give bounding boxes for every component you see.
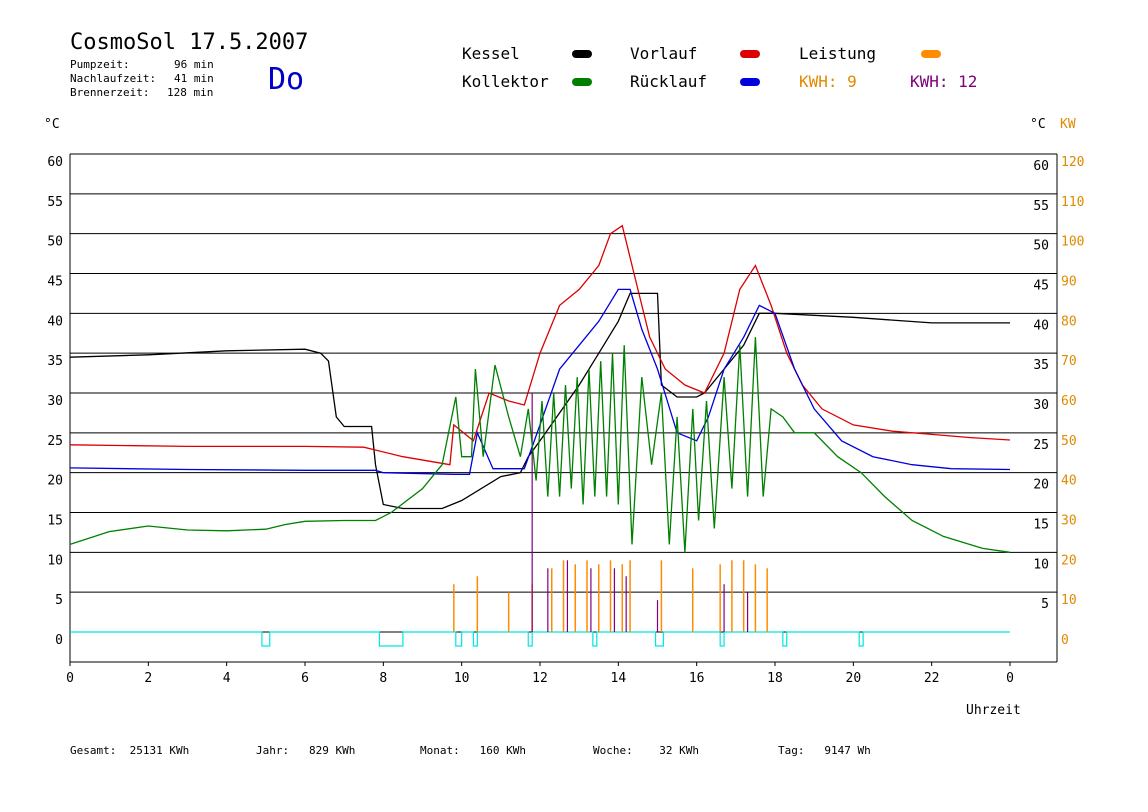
pump-status-line xyxy=(70,631,1010,647)
y-tick-label: 55 xyxy=(47,195,63,210)
y-tick-label: 50 xyxy=(47,235,63,250)
legend-leistung-swatch xyxy=(921,50,941,58)
footer-monat: Monat: 160 KWh xyxy=(420,744,526,757)
y-axis-title-left: °C xyxy=(44,117,60,132)
series-rcklauf-line xyxy=(69,288,1011,475)
y-kw-tick-label: 0 xyxy=(1061,633,1069,648)
x-tick-label: 2 xyxy=(144,671,152,686)
y-right-tick-label: 15 xyxy=(1033,518,1049,533)
y-kw-tick-label: 20 xyxy=(1061,553,1077,568)
y-tick-label: 60 xyxy=(47,155,63,170)
y-kw-tick-label: 110 xyxy=(1061,195,1084,210)
y-kw-tick-label: 30 xyxy=(1061,514,1077,529)
footer-tag: Tag: 9147 Wh xyxy=(778,744,871,757)
y-tick-label: 40 xyxy=(47,314,63,329)
y-right-tick-label: 10 xyxy=(1033,557,1049,572)
y-tick-label: 25 xyxy=(47,434,63,449)
y-kw-tick-label: 40 xyxy=(1061,474,1077,489)
y-tick-label: 15 xyxy=(47,514,63,529)
legend-ruecklauf-swatch xyxy=(740,78,760,86)
y-right-tick-label: 50 xyxy=(1033,239,1049,254)
y-right-tick-label: 5 xyxy=(1041,597,1049,612)
nachlaufzeit-label: Nachlaufzeit: xyxy=(70,72,157,85)
y-tick-label: 45 xyxy=(47,275,63,290)
legend-kwh1: KWH: 9 xyxy=(799,72,857,91)
y-kw-tick-label: 60 xyxy=(1061,394,1077,409)
y-tick-label: 30 xyxy=(47,394,63,409)
footer-jahr: Jahr: 829 KWh xyxy=(256,744,356,757)
footer-gesamt: Gesamt: 25131 KWh xyxy=(70,744,190,757)
legend-kwh2: KWH: 12 xyxy=(910,72,978,91)
y-tick-label: 0 xyxy=(55,633,63,648)
y-kw-tick-label: 90 xyxy=(1061,275,1077,290)
y-right-tick-label: 30 xyxy=(1033,398,1049,413)
x-tick-label: 16 xyxy=(689,671,705,686)
brennerzeit-label: Brennerzeit: xyxy=(70,86,150,99)
legend-vorlauf-label: Vorlauf xyxy=(630,44,698,63)
series-kessel-line xyxy=(69,292,1010,510)
y-right-tick-label: 60 xyxy=(1033,159,1049,174)
y-tick-label: 35 xyxy=(47,354,63,369)
y-right-tick-label: 25 xyxy=(1033,438,1049,453)
brennerzeit-value: 128 min xyxy=(167,86,214,99)
y-tick-label: 5 xyxy=(55,593,63,608)
y-kw-tick-label: 10 xyxy=(1061,593,1077,608)
x-tick-label: 6 xyxy=(301,671,309,686)
legend-kollektor-label: Kollektor xyxy=(462,72,549,91)
y-right-tick-label: 40 xyxy=(1033,318,1049,333)
y-kw-tick-label: 50 xyxy=(1061,434,1077,449)
y-right-tick-label: 45 xyxy=(1033,279,1049,294)
x-axis-title: Uhrzeit xyxy=(966,703,1021,718)
y-tick-label: 20 xyxy=(47,474,63,489)
footer-woche: Woche: 32 KWh xyxy=(593,744,699,757)
x-tick-label: 0 xyxy=(66,671,74,686)
pumpzeit-value: 96 min xyxy=(174,58,214,71)
x-tick-label: 8 xyxy=(379,671,387,686)
nachlaufzeit-value: 41 min xyxy=(174,72,214,85)
pumpzeit-label: Pumpzeit: xyxy=(70,58,130,71)
y-kw-tick-label: 70 xyxy=(1061,354,1077,369)
legend-kessel-swatch xyxy=(572,50,592,58)
y-kw-tick-label: 100 xyxy=(1061,235,1084,250)
x-tick-label: 12 xyxy=(532,671,548,686)
y-axis-title-right: °C xyxy=(1030,117,1046,132)
legend-ruecklauf-label: Rücklauf xyxy=(630,72,708,91)
legend-kessel-label: Kessel xyxy=(462,44,520,63)
legend-vorlauf-swatch xyxy=(740,50,760,58)
x-tick-label: 18 xyxy=(767,671,783,686)
y-right-tick-label: 35 xyxy=(1033,358,1049,373)
x-tick-label: 22 xyxy=(924,671,940,686)
y-axis-title-kw: KW xyxy=(1060,117,1076,132)
chart-title: CosmoSol 17.5.2007 xyxy=(70,30,309,55)
series-kollektor-line xyxy=(69,337,1011,553)
y-kw-tick-label: 80 xyxy=(1061,314,1077,329)
series-vorlauf-line xyxy=(69,224,1011,466)
y-right-tick-label: 20 xyxy=(1033,478,1049,493)
weekday-label: Do xyxy=(268,62,305,97)
x-tick-label: 0 xyxy=(1006,671,1014,686)
legend-kollektor-swatch xyxy=(572,78,592,86)
x-tick-label: 14 xyxy=(611,671,627,686)
x-tick-label: 10 xyxy=(454,671,470,686)
legend-leistung-label: Leistung xyxy=(799,44,877,63)
x-tick-label: 4 xyxy=(223,671,231,686)
y-tick-label: 10 xyxy=(47,553,63,568)
y-kw-tick-label: 120 xyxy=(1061,155,1084,170)
x-tick-label: 20 xyxy=(846,671,862,686)
y-right-tick-label: 55 xyxy=(1033,199,1049,214)
